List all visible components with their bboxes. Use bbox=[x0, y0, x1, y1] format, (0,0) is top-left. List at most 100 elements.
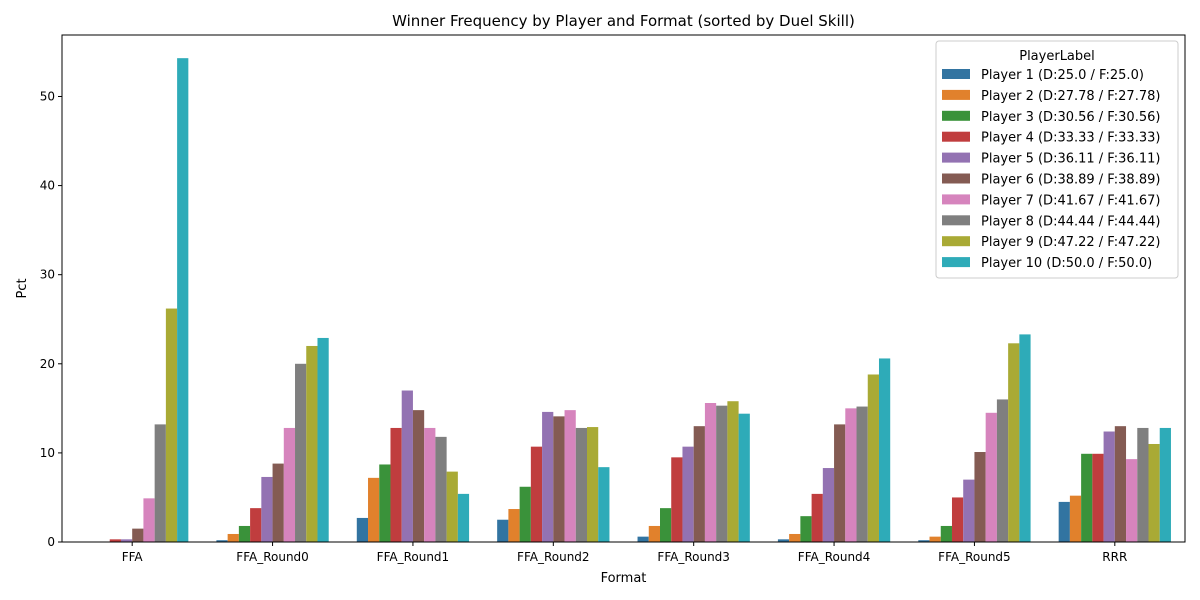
x-tick-label: FFA_Round0 bbox=[236, 550, 309, 564]
bar bbox=[845, 408, 857, 542]
legend-swatch bbox=[942, 194, 970, 205]
legend-label: Player 5 (D:36.11 / F:36.11) bbox=[981, 152, 1160, 167]
bar bbox=[553, 416, 565, 542]
bar bbox=[940, 525, 952, 542]
x-tick-label: FFA_Round4 bbox=[798, 550, 871, 564]
bar bbox=[272, 463, 284, 542]
bar bbox=[120, 539, 133, 542]
bar bbox=[132, 528, 144, 542]
bar bbox=[671, 457, 683, 542]
axes-group: 0 10 20 30 40 50 FFA FFA_Round0 FFA_Round1 FFA_Ro… bbox=[40, 34, 1186, 564]
x-tick-label: FFA_Round1 bbox=[377, 550, 450, 564]
legend-label: Player 4 (D:33.33 / F:33.33) bbox=[981, 131, 1160, 146]
legend-swatch bbox=[942, 215, 970, 226]
legend-label: Player 7 (D:41.67 / F:41.67) bbox=[981, 193, 1160, 208]
bar bbox=[1019, 334, 1031, 542]
x-axis-label: Format bbox=[601, 571, 647, 586]
bar bbox=[295, 363, 307, 542]
x-tick-label: FFA bbox=[122, 550, 144, 564]
legend-label: Player 1 (D:25.0 / F:25.0) bbox=[981, 68, 1144, 83]
bar bbox=[929, 536, 941, 542]
legend-title: PlayerLabel bbox=[1019, 49, 1095, 64]
bar bbox=[508, 509, 520, 542]
bar bbox=[789, 533, 801, 542]
bar bbox=[693, 426, 705, 542]
chart-title: Winner Frequency by Player and Format (s… bbox=[392, 12, 855, 30]
bar bbox=[834, 424, 846, 542]
bar bbox=[660, 508, 672, 542]
legend-box bbox=[935, 40, 1179, 279]
bar bbox=[519, 486, 531, 542]
y-tick-label: 10 bbox=[40, 446, 55, 460]
bar bbox=[918, 540, 930, 542]
bar bbox=[1159, 427, 1171, 542]
bar bbox=[412, 410, 425, 542]
bar bbox=[727, 401, 739, 542]
bar bbox=[165, 308, 178, 542]
bar bbox=[867, 374, 879, 542]
y-tick-label: 40 bbox=[40, 179, 55, 193]
bar bbox=[283, 427, 296, 542]
bar bbox=[446, 471, 458, 542]
bar bbox=[822, 468, 835, 542]
bar bbox=[250, 508, 262, 542]
bar bbox=[143, 498, 155, 542]
bar bbox=[985, 412, 997, 542]
bar bbox=[457, 493, 470, 542]
legend-swatch bbox=[942, 89, 970, 100]
bar bbox=[575, 427, 587, 542]
legend-swatch bbox=[942, 152, 970, 163]
bar bbox=[1137, 427, 1149, 542]
y-tick-label: 30 bbox=[40, 268, 55, 282]
bar bbox=[598, 467, 610, 542]
bar bbox=[1058, 501, 1070, 542]
bar bbox=[951, 497, 964, 542]
bar bbox=[497, 519, 509, 542]
bar bbox=[435, 436, 447, 542]
legend-label: Player 8 (D:44.44 / F:44.44) bbox=[981, 214, 1160, 229]
legend-swatch bbox=[942, 110, 970, 121]
legend-label: Player 2 (D:27.78 / F:27.78) bbox=[981, 89, 1160, 104]
bar bbox=[379, 464, 391, 542]
bar bbox=[306, 345, 318, 542]
bar bbox=[1092, 453, 1104, 542]
x-tick-label: FFA_Round5 bbox=[938, 550, 1011, 564]
legend: PlayerLabel Player 1 (D:25.0 / F:25.0) Pla… bbox=[935, 40, 1179, 279]
bar bbox=[177, 58, 189, 543]
bar bbox=[154, 424, 166, 542]
bar bbox=[401, 390, 413, 542]
legend-label: Player 3 (D:30.56 / F:30.56) bbox=[981, 110, 1160, 125]
bar bbox=[1008, 343, 1020, 542]
bar bbox=[1126, 459, 1138, 542]
y-tick-label: 50 bbox=[40, 89, 55, 103]
bar bbox=[856, 406, 868, 542]
legend-swatch bbox=[942, 173, 970, 184]
legend-swatch bbox=[942, 257, 970, 268]
plot-frame bbox=[61, 34, 1186, 543]
bar bbox=[424, 427, 436, 542]
bar bbox=[216, 540, 228, 542]
bar bbox=[227, 533, 239, 542]
bar bbox=[682, 446, 694, 542]
x-tick-label: RRR bbox=[1102, 550, 1127, 564]
bar bbox=[637, 536, 649, 542]
bar bbox=[587, 427, 599, 542]
legend-label: Player 10 (D:50.0 / F:50.0) bbox=[981, 256, 1152, 271]
bar bbox=[564, 410, 576, 542]
bar bbox=[109, 539, 121, 542]
bar bbox=[704, 403, 717, 542]
legend-label: Player 6 (D:38.89 / F:38.89) bbox=[981, 173, 1160, 188]
bar bbox=[648, 525, 660, 542]
bar bbox=[811, 493, 823, 542]
bar bbox=[1069, 495, 1082, 542]
bar bbox=[356, 517, 369, 542]
bar bbox=[542, 411, 554, 542]
bar bbox=[1081, 453, 1093, 542]
y-tick-label: 20 bbox=[40, 357, 55, 371]
bar bbox=[368, 477, 380, 542]
bar bbox=[800, 516, 812, 542]
bars-group bbox=[109, 58, 1171, 543]
bar bbox=[996, 399, 1009, 542]
x-tick-label: FFA_Round3 bbox=[657, 550, 730, 564]
